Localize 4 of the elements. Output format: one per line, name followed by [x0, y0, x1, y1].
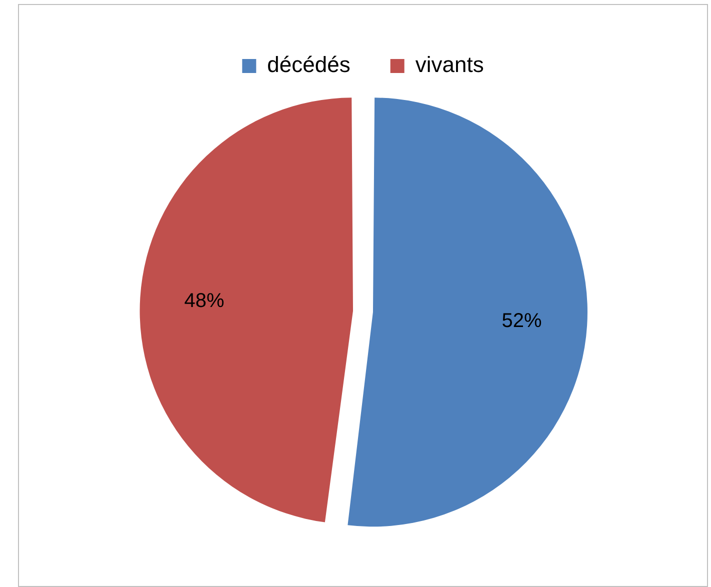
legend-label: vivants: [415, 52, 484, 78]
data-label: 52%: [502, 310, 542, 332]
legend-label: décédés: [267, 52, 350, 78]
data-label: 48%: [184, 290, 224, 312]
